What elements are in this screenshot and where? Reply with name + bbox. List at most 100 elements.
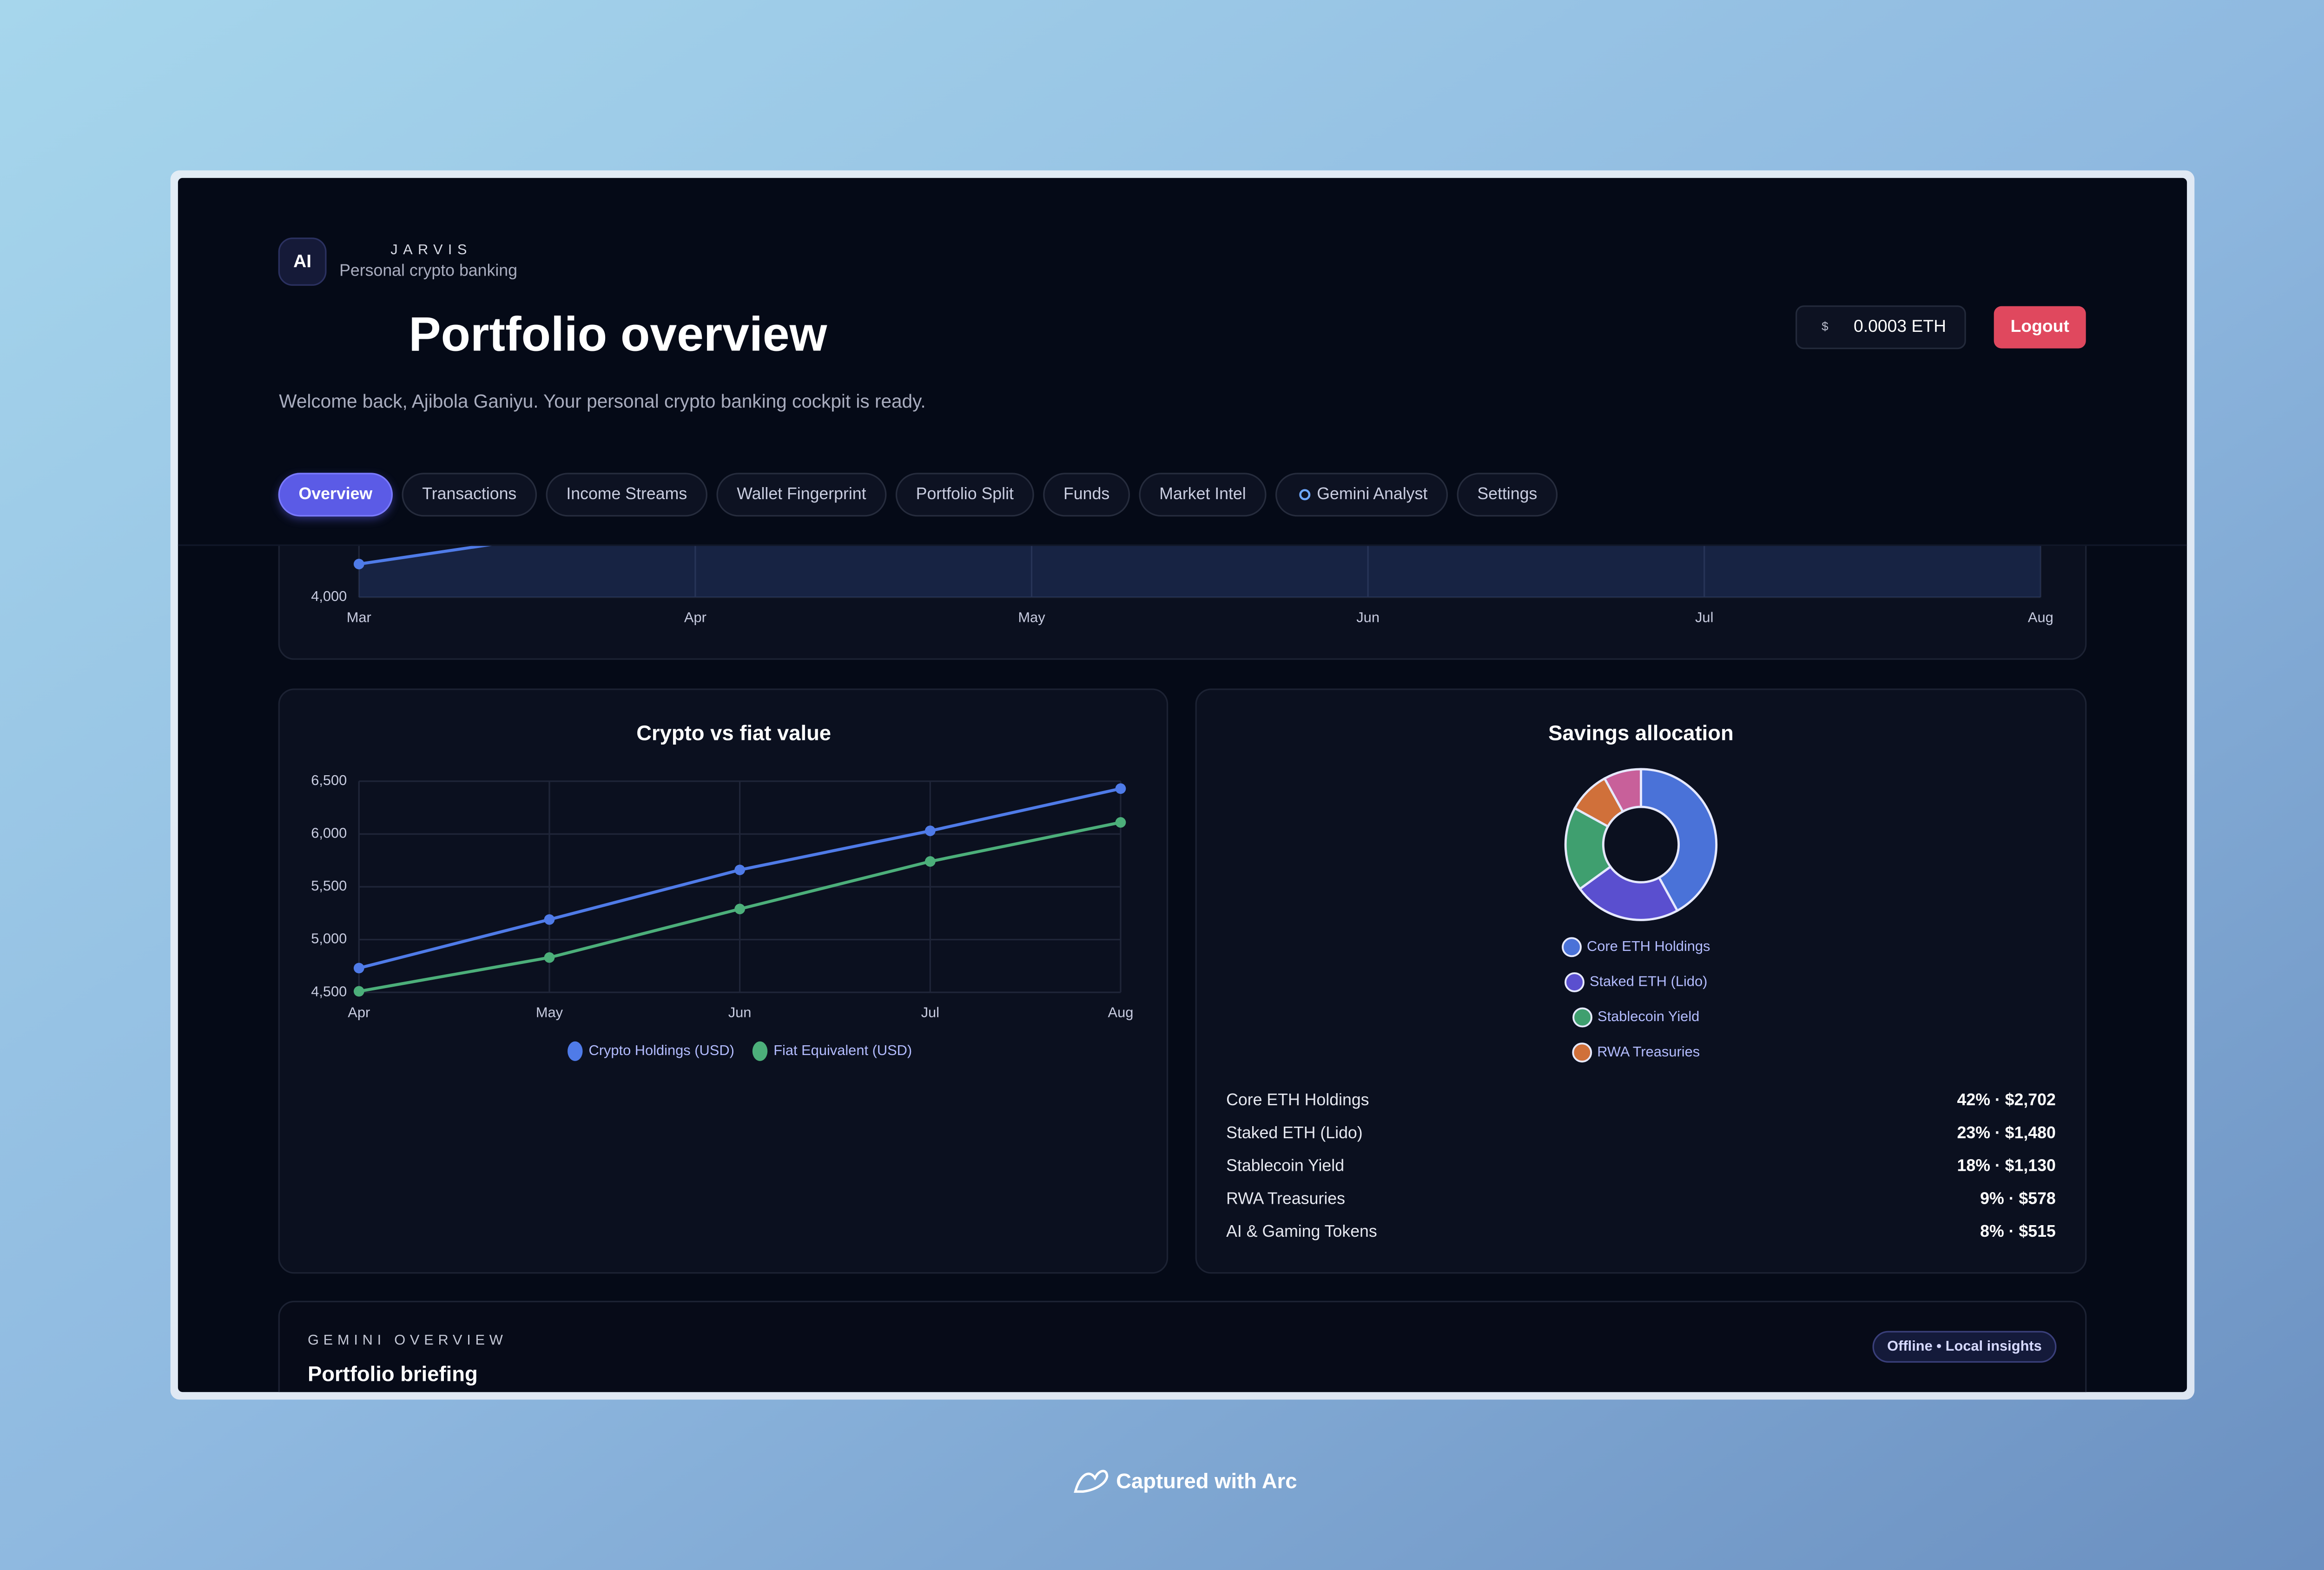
legend-marker — [752, 1041, 768, 1061]
point — [924, 825, 936, 837]
footer-text: Captured with Arc — [1116, 1469, 1297, 1493]
point — [734, 864, 745, 876]
tab-label: Funds — [1063, 484, 1109, 503]
allocation-value: 42% · $2,702 — [1957, 1090, 2056, 1109]
logout-text: Logout — [2011, 316, 2069, 336]
legend-marker — [1565, 972, 1585, 992]
tab[interactable] — [278, 473, 393, 517]
x-tick-label: Mar — [347, 609, 371, 626]
legend-label: RWA Treasuries — [1597, 1043, 1700, 1060]
tab-label: Wallet Fingerprint — [737, 484, 866, 503]
legend-item: Fiat Equivalent (USD) — [752, 1041, 912, 1061]
arc-icon — [1074, 1470, 1109, 1493]
tab[interactable] — [402, 473, 537, 517]
chart-title: Savings allocation — [1548, 721, 1734, 745]
y-tick-label: 6,000 — [311, 825, 347, 841]
tab[interactable] — [895, 473, 1034, 517]
slice — [1640, 768, 1718, 912]
tab[interactable] — [1275, 473, 1448, 517]
tab[interactable] — [716, 473, 887, 517]
tagline: Personal crypto banking — [339, 261, 517, 280]
point — [544, 914, 555, 925]
allocation-value: 18% · $1,130 — [1957, 1156, 2056, 1175]
legend-marker — [568, 1041, 583, 1061]
allocation-list: Core ETH Holdings 42% · $2,702 Staked ETH … — [1226, 1090, 2056, 1240]
point — [353, 559, 364, 569]
allocation-name: Core ETH Holdings — [1226, 1090, 1369, 1109]
point — [1115, 817, 1126, 828]
tab[interactable] — [1457, 473, 1558, 517]
welcome: Welcome back, Ajibola Ganiyu. Your perso… — [279, 390, 925, 412]
point — [544, 952, 555, 963]
logout-button[interactable] — [1994, 306, 2086, 349]
gemini-title: Portfolio briefing — [308, 1362, 478, 1385]
logo-box — [278, 237, 327, 286]
y-tick-label: 4,500 — [311, 983, 347, 999]
x-tick-label: Aug — [1108, 1004, 1134, 1021]
balance-icon: $ — [1822, 320, 1828, 333]
x-tick-label: Jun — [728, 1004, 752, 1021]
status-text: Offline • Local insights — [1887, 1338, 2042, 1354]
balance: 0.0003 ETH — [1854, 316, 1946, 336]
tab-icon — [1299, 489, 1311, 501]
tab[interactable] — [1043, 473, 1130, 517]
x-tick-label: Jul — [1695, 609, 1713, 626]
point — [1115, 783, 1126, 794]
x-tick-label: May — [1018, 609, 1045, 626]
slice — [1564, 806, 1612, 891]
legend-label: Fiat Equivalent (USD) — [773, 1042, 912, 1058]
x-tick-label: Apr — [684, 609, 706, 626]
y-tick-label: 4,000 — [311, 588, 347, 604]
legend-item: Crypto Holdings (USD) — [568, 1041, 734, 1061]
x-tick-label: Jun — [1356, 609, 1380, 626]
legend-label: Core ETH Holdings — [1587, 938, 1710, 954]
tab-label: Transactions — [422, 484, 516, 503]
trend-card — [278, 546, 2087, 660]
legend-marker — [1562, 937, 1582, 957]
x-tick-label: Apr — [348, 1004, 370, 1021]
area — [359, 546, 2041, 598]
page-title: Portfolio overview — [409, 307, 827, 361]
legend-label: Staked ETH (Lido) — [1590, 973, 1707, 989]
tab-label: Portfolio Split — [916, 484, 1014, 503]
trend-chart: Mar Apr May Jun Jul Aug 4,000 — [311, 546, 2053, 626]
y-tick-label: 5,000 — [311, 930, 347, 947]
balance-chip[interactable] — [1796, 305, 1966, 350]
y-tick-label: 6,500 — [311, 772, 347, 788]
point — [924, 856, 936, 867]
x-tick-label: May — [536, 1004, 563, 1021]
legend-label: Stablecoin Yield — [1598, 1008, 1699, 1024]
legend-marker — [1572, 1007, 1593, 1028]
tab[interactable] — [1139, 473, 1267, 517]
point — [353, 963, 364, 974]
savings-card — [1195, 688, 2087, 1274]
crypto-chart: Crypto vs fiat value Apr May Jun Jul Aug 4,500… — [311, 721, 1133, 1061]
crypto-card — [278, 688, 1169, 1274]
tab-label: Overview — [298, 484, 372, 503]
tabs: Overview Transactions Income Streams Wallet… — [278, 473, 1558, 519]
tab[interactable] — [546, 473, 707, 517]
point — [734, 904, 745, 915]
x-tick-label: Jul — [921, 1004, 939, 1021]
allocation-name: AI & Gaming Tokens — [1226, 1222, 1377, 1240]
legend-marker — [1572, 1042, 1592, 1063]
footer: Captured with Arc — [1074, 1469, 1297, 1493]
legend: Core ETH Holdings Staked ETH (Lido) Stable… — [1562, 937, 1710, 1063]
slice — [1603, 768, 1642, 813]
allocation-name: RWA Treasuries — [1226, 1189, 1345, 1207]
legend-label: Crypto Holdings (USD) — [588, 1042, 734, 1058]
gemini-kicker: GEMINI OVERVIEW — [308, 1332, 508, 1348]
y-tick-label: 5,500 — [311, 877, 347, 894]
status-badge — [1872, 1331, 2057, 1363]
allocation-value: 23% · $1,480 — [1957, 1123, 2056, 1142]
brand: JARVIS — [390, 241, 472, 257]
allocation-name: Stablecoin Yield — [1226, 1156, 1344, 1175]
tab-label: Gemini Analyst — [1317, 484, 1427, 503]
point — [353, 986, 364, 997]
allocation-value: 8% · $515 — [1980, 1222, 2056, 1240]
chart-title: Crypto vs fiat value — [636, 721, 831, 745]
slice — [1578, 865, 1679, 921]
allocation-value: 9% · $578 — [1980, 1189, 2056, 1207]
allocation-name: Staked ETH (Lido) — [1226, 1123, 1363, 1142]
